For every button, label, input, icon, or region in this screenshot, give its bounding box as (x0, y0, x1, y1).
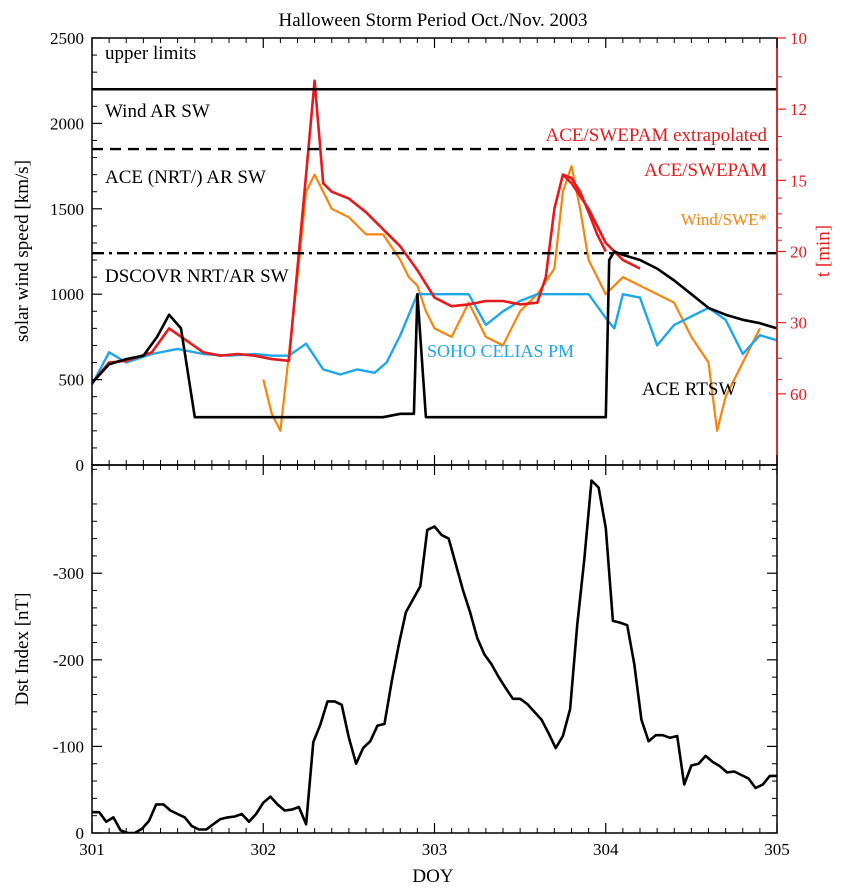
dst-y-tick-label: -200 (53, 651, 84, 670)
series-line-ace-rtsw (92, 250, 777, 419)
dst-line (92, 479, 777, 833)
series-label-wind-swe: Wind/SWE* (681, 210, 767, 229)
series-label-soho: SOHO CELIAS PM (427, 341, 574, 361)
right-tick-label: 10 (790, 29, 807, 48)
top-y-axis-label: solar wind speed [km/s] (12, 160, 33, 342)
series-labels: ACE/SWEPAM extrapolated ACE/SWEPAM Wind/… (427, 125, 768, 400)
y-tick-label: 1000 (50, 285, 84, 304)
chart-title: Halloween Storm Period Oct./Nov. 2003 (278, 10, 587, 31)
right-tick-label: 20 (790, 243, 807, 262)
dst-y-tick-label: 0 (76, 824, 85, 843)
reference-lines (92, 88, 777, 255)
series-line-ace-swepam-extrapolated (92, 79, 641, 384)
x-axis-label: DOY (412, 866, 453, 887)
right-tick-label: 12 (790, 100, 807, 119)
right-y-axis-label: t [min] (813, 225, 834, 277)
bottom-y-ticks: 0 -100 -200 -300 (53, 468, 777, 843)
bottom-y-axis-label: Dst Index [nT] (12, 593, 33, 706)
dst-y-tick-label: -300 (53, 564, 84, 583)
right-tick-label: 15 (790, 171, 807, 190)
right-y-ticks: 10 12 15 20 30 60 (776, 29, 807, 465)
ref-label-upper-limits: upper limits (105, 43, 196, 64)
x-tick-label: 303 (422, 840, 448, 859)
y-tick-label: 500 (59, 371, 85, 390)
x-tick-label: 304 (593, 840, 619, 859)
series-label-ace-rtsw: ACE RTSW (642, 379, 736, 400)
x-ticks: 301 302 303 304 305 (79, 38, 790, 859)
series-line-wind-swe (262, 165, 761, 432)
ref-label-dscovr-ar-sw: DSCOVR NRT/AR SW (105, 266, 289, 287)
series-label-ace-swepam: ACE/SWEPAM (644, 160, 767, 181)
right-tick-label: 60 (790, 385, 807, 404)
top-series-group (92, 79, 777, 432)
bottom-panel: 0 -100 -200 -300 301 302 303 304 305 Dst Index … (12, 38, 790, 887)
y-tick-label: 2000 (50, 114, 84, 133)
ref-label-ace-ar-sw: ACE (NRT/) AR SW (105, 167, 266, 188)
series-label-ace-swepam-extrapolated: ACE/SWEPAM extrapolated (546, 125, 768, 146)
y-tick-label: 2500 (50, 29, 84, 48)
top-panel: upper limits Wind AR SW ACE (NRT/) AR SW… (12, 29, 834, 475)
x-tick-label: 301 (79, 840, 105, 859)
y-tick-label: 0 (76, 456, 85, 475)
ref-label-wind-ar-sw: Wind AR SW (105, 101, 210, 122)
series-line-soho-celias-pm (92, 293, 777, 386)
x-tick-label: 305 (764, 840, 790, 859)
dst-y-tick-label: -100 (53, 737, 84, 756)
right-tick-label: 30 (790, 314, 807, 333)
y-tick-label: 1500 (50, 200, 84, 219)
bottom-plot-frame (91, 464, 778, 834)
x-tick-label: 302 (251, 840, 277, 859)
series-line-ace-swepam (562, 173, 607, 253)
top-y-ticks: 0 500 1000 1500 2000 2500 (50, 29, 102, 475)
reference-labels: upper limits Wind AR SW ACE (NRT/) AR SW… (105, 43, 289, 287)
dst-series-group (92, 479, 777, 833)
